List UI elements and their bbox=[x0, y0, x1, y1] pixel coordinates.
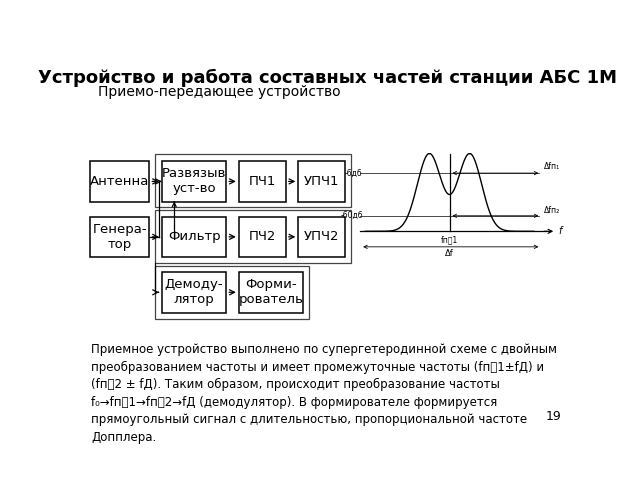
Text: -6дб: -6дб bbox=[345, 168, 363, 178]
Text: Форми-
рователь: Форми- рователь bbox=[239, 278, 303, 306]
Text: -60дб: -60дб bbox=[340, 211, 363, 220]
Bar bbox=[239, 216, 286, 257]
Text: Развязыв
уст-во: Развязыв уст-во bbox=[162, 168, 227, 195]
Bar bbox=[239, 161, 286, 202]
Text: Δf: Δf bbox=[445, 249, 454, 258]
Text: Антенна: Антенна bbox=[90, 175, 149, 188]
Bar bbox=[156, 210, 351, 264]
Bar bbox=[90, 216, 150, 257]
Bar bbox=[239, 272, 303, 312]
Text: fп䑷1: fп䑷1 bbox=[441, 236, 458, 245]
Bar bbox=[90, 161, 150, 202]
Bar bbox=[156, 266, 309, 319]
Bar bbox=[162, 161, 227, 202]
Bar bbox=[162, 216, 227, 257]
Text: Δfп₁: Δfп₁ bbox=[544, 162, 560, 171]
Text: ПЧ1: ПЧ1 bbox=[248, 175, 276, 188]
Text: Демоду-
лятор: Демоду- лятор bbox=[164, 278, 223, 306]
Bar bbox=[298, 216, 346, 257]
Bar bbox=[298, 161, 346, 202]
Bar bbox=[156, 154, 351, 207]
Text: f: f bbox=[559, 226, 562, 236]
Bar bbox=[162, 272, 227, 312]
Text: ПЧ2: ПЧ2 bbox=[248, 230, 276, 243]
Text: УПЧ1: УПЧ1 bbox=[304, 175, 340, 188]
Text: Δfп₂: Δfп₂ bbox=[544, 205, 560, 215]
Text: Приемо-передающее устройство: Приемо-передающее устройство bbox=[97, 85, 340, 99]
Text: Приемное устройство выполнено по супергетеродинной схеме с двойным
преобразовани: Приемное устройство выполнено по суперге… bbox=[91, 343, 557, 444]
Text: 19: 19 bbox=[545, 410, 561, 423]
Text: УПЧ2: УПЧ2 bbox=[304, 230, 340, 243]
Text: Устройство и работа составных частей станции АБС 1М: Устройство и работа составных частей ста… bbox=[38, 69, 618, 87]
Text: Генера-
тор: Генера- тор bbox=[92, 223, 147, 251]
Text: Фильтр: Фильтр bbox=[168, 230, 220, 243]
